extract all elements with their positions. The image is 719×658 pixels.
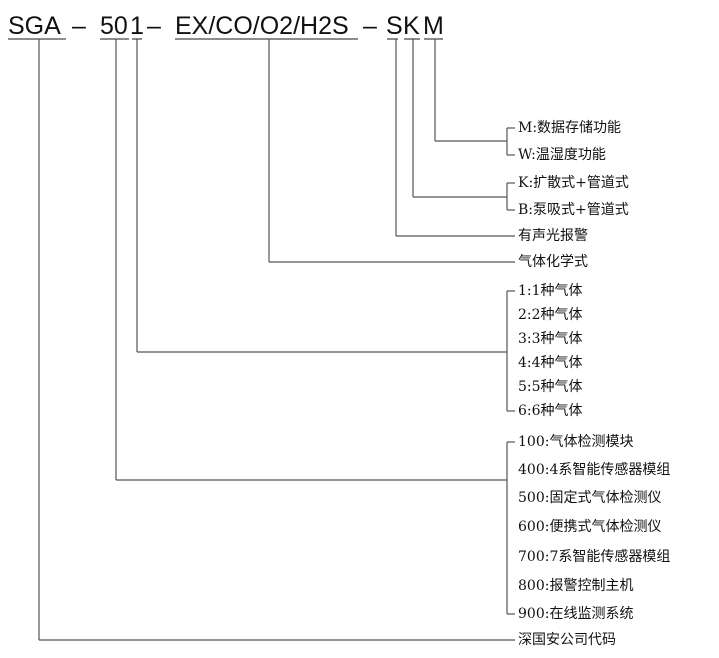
code-function: M	[423, 12, 444, 40]
code-sampling: K	[403, 12, 420, 40]
gas-count-option: 3:3种气体	[518, 331, 583, 347]
gases-label: 气体化学式	[518, 254, 588, 270]
gas-count-option: 5:5种气体	[518, 379, 583, 395]
code-alarm: S	[386, 12, 403, 40]
series-option: 100:气体检测模块	[518, 434, 633, 450]
code-prefix: SGA	[8, 12, 61, 40]
sampling-option: B:泵吸式+管道式	[518, 202, 629, 218]
alarm-label: 有声光报警	[518, 228, 588, 244]
code-sep: –	[363, 12, 377, 40]
code-sep: –	[147, 12, 161, 40]
code-gas-count: 1	[130, 12, 144, 40]
series-option: 600:便携式气体检测仪	[518, 519, 661, 535]
connector-lines	[38, 39, 515, 641]
series-option: 400:4系智能传感器模组	[518, 461, 670, 478]
series-option: 800:报警控制主机	[518, 578, 633, 594]
code-sep: –	[72, 12, 86, 40]
sampling-option: K:扩散式+管道式	[518, 175, 629, 191]
prefix-label: 深国安公司代码	[518, 632, 616, 648]
gas-count-option: 2:2种气体	[518, 307, 583, 323]
gas-count-option: 6:6种气体	[518, 403, 583, 419]
function-option: W:温湿度功能	[518, 147, 606, 163]
function-option: M:数据存储功能	[518, 120, 621, 136]
gas-count-option: 1:1种气体	[518, 283, 583, 299]
code-gases: EX/CO/O2/H2S	[175, 12, 349, 40]
series-option: 700:7系智能传感器模组	[518, 548, 670, 565]
gas-count-option: 4:4种气体	[518, 355, 583, 371]
series-option: 900:在线监测系统	[518, 606, 633, 622]
series-option: 500:固定式气体检测仪	[518, 490, 661, 506]
code-series: 50	[100, 12, 128, 40]
